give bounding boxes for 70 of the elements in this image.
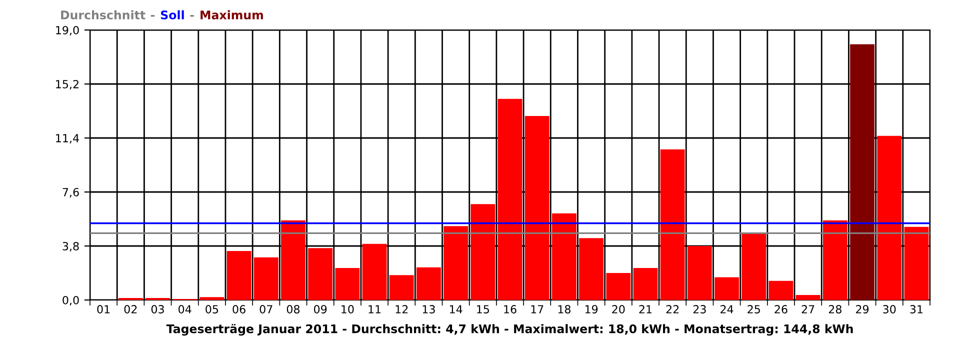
x-tick-label: 07 — [260, 305, 272, 314]
bar — [362, 244, 387, 300]
bar — [606, 273, 631, 300]
bar — [877, 136, 902, 300]
bar — [660, 149, 685, 300]
x-tick-label: 13 — [422, 305, 435, 314]
bar — [687, 246, 712, 300]
x-tick-label: 04 — [178, 305, 192, 314]
bar — [552, 213, 576, 300]
x-tick-label: 11 — [368, 305, 381, 314]
bar — [308, 248, 333, 300]
x-tick-label: 23 — [693, 305, 706, 314]
y-tick-label: 7,6 — [62, 188, 79, 198]
x-tick-label: 29 — [856, 305, 869, 314]
bar — [200, 297, 224, 300]
bar — [335, 268, 360, 300]
bar — [254, 257, 278, 300]
y-tick-label: 0,0 — [62, 296, 79, 306]
x-tick-label: 27 — [802, 305, 814, 314]
bar — [281, 220, 306, 300]
x-tick-label: 21 — [639, 305, 652, 314]
x-tick-label: 17 — [531, 305, 544, 314]
x-tick-label: 05 — [206, 305, 218, 314]
x-tick-label: 28 — [828, 305, 842, 314]
bar — [822, 220, 848, 300]
x-tick-label: 31 — [910, 305, 922, 314]
bar — [416, 267, 441, 300]
bar — [470, 204, 496, 300]
x-tick-label: 19 — [585, 305, 598, 314]
bar — [904, 226, 929, 300]
text: Maximum — [200, 10, 263, 20]
bar — [524, 116, 550, 300]
y-tick-label: 3,8 — [62, 242, 79, 252]
x-tick-label: 30 — [883, 305, 896, 314]
x-tick-label: 20 — [612, 305, 625, 314]
x-tick-label: 06 — [232, 305, 246, 314]
bar — [633, 268, 658, 300]
bar — [796, 295, 820, 300]
x-tick-label: 09 — [314, 305, 327, 314]
bar — [714, 277, 739, 300]
x-tick-label: 15 — [477, 305, 489, 314]
bar — [768, 280, 794, 300]
x-tick-label: 08 — [286, 305, 300, 314]
y-tick-label: 11,4 — [56, 134, 79, 144]
x-tick-label: 22 — [666, 305, 679, 314]
bar — [498, 98, 522, 300]
y-tick-label: 19,0 — [56, 26, 79, 36]
x-tick-label: 10 — [342, 305, 354, 314]
x-tick-label: 03 — [151, 305, 164, 314]
text: - — [190, 15, 194, 17]
bar — [226, 250, 252, 300]
x-axis-title: Tageserträge Januar 2011 - Durchschnitt: 4,7 kWh - Maximalwert: 18,0 kWh - Monatsertrag: 144,8 kWh — [166, 324, 853, 336]
bar — [742, 233, 766, 300]
x-tick-label: 25 — [748, 305, 760, 314]
x-tick-label: 24 — [720, 305, 734, 314]
x-tick-label: 18 — [558, 305, 570, 314]
bar — [444, 226, 468, 300]
x-tick-label: 01 — [97, 305, 110, 314]
x-tick-label: 02 — [124, 305, 137, 314]
x-tick-label: 14 — [450, 305, 462, 314]
x-tick-label: 12 — [396, 305, 408, 314]
ref-line-label: Soll — [160, 10, 184, 20]
y-tick-label: 15,2 — [56, 80, 78, 90]
x-tick-label: 16 — [504, 305, 516, 314]
bar — [389, 275, 414, 300]
bar — [579, 238, 604, 300]
ref-line-label: Durchschnitt — [61, 10, 146, 20]
x-tick-label: 26 — [774, 305, 788, 314]
bar — [850, 44, 874, 300]
text: - — [150, 15, 155, 17]
